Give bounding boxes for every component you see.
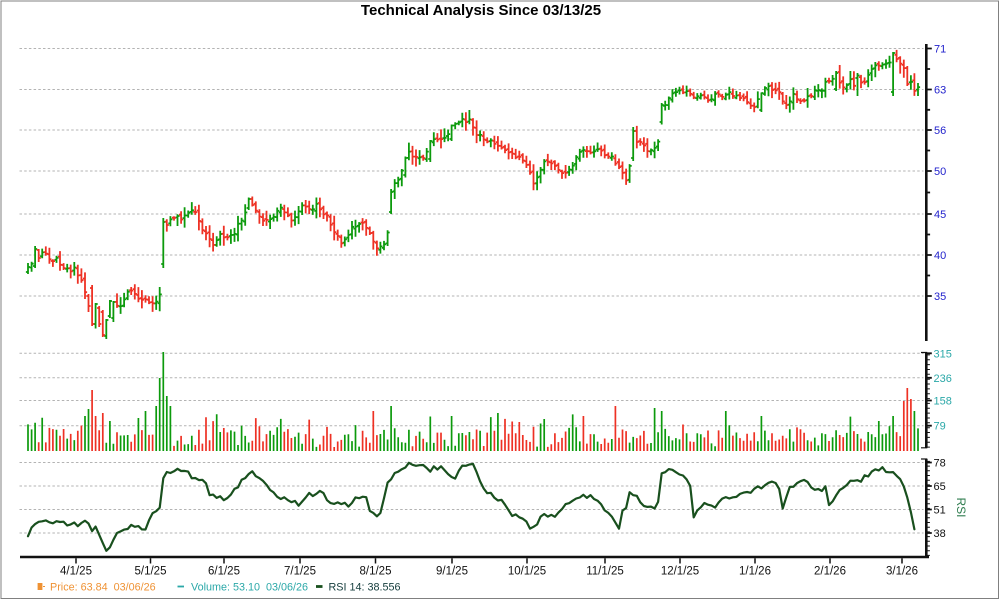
svg-text:79: 79: [934, 421, 946, 433]
svg-text:RSI: RSI: [954, 497, 968, 517]
svg-text:3/1/26: 3/1/26: [886, 566, 918, 578]
svg-text:50: 50: [934, 166, 946, 178]
svg-text:11/1/25: 11/1/25: [586, 566, 624, 578]
svg-text:1/1/26: 1/1/26: [739, 566, 771, 578]
svg-text:Volume: 53.10 03/06/26: Volume: 53.10 03/06/26: [191, 581, 308, 593]
svg-text:10/1/25: 10/1/25: [508, 566, 546, 578]
svg-text:40: 40: [934, 250, 946, 262]
svg-text:315: 315: [934, 348, 952, 360]
svg-text:65: 65: [934, 481, 946, 493]
svg-text:63: 63: [934, 85, 946, 97]
svg-text:38: 38: [934, 528, 946, 540]
svg-text:9/1/25: 9/1/25: [436, 566, 468, 578]
svg-text:2/1/26: 2/1/26: [814, 566, 846, 578]
svg-text:RSI 14: 38.556: RSI 14: 38.556: [329, 581, 401, 593]
svg-text:6/1/25: 6/1/25: [208, 566, 240, 578]
svg-text:5/1/25: 5/1/25: [135, 566, 167, 578]
svg-text:12/1/25: 12/1/25: [661, 566, 699, 578]
svg-text:236: 236: [934, 373, 952, 385]
svg-text:7/1/25: 7/1/25: [284, 566, 316, 578]
svg-text:78: 78: [934, 458, 946, 470]
svg-text:4/1/25: 4/1/25: [60, 566, 92, 578]
svg-text:8/1/25: 8/1/25: [360, 566, 392, 578]
svg-text:71: 71: [934, 44, 946, 56]
svg-text:45: 45: [934, 209, 946, 221]
svg-text:158: 158: [934, 396, 952, 408]
svg-text:51: 51: [934, 505, 946, 517]
svg-text:Technical Analysis Since 03/13: Technical Analysis Since 03/13/25: [361, 2, 601, 19]
svg-text:35: 35: [934, 291, 946, 303]
svg-text:56: 56: [934, 125, 946, 137]
svg-text:Price: 63.84 03/06/26: Price: 63.84 03/06/26: [50, 581, 156, 593]
